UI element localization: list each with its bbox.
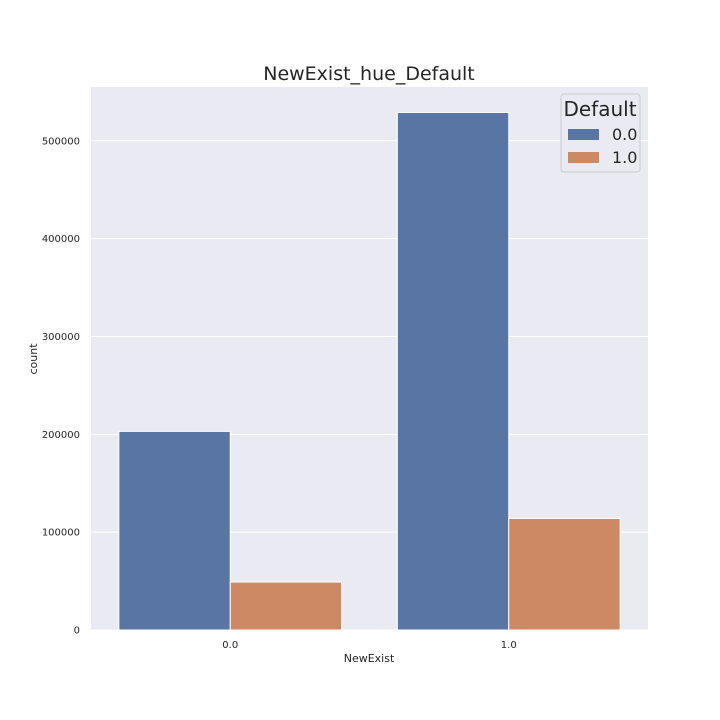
bar <box>229 581 343 631</box>
y-tick-label: 200000 <box>42 430 80 441</box>
y-tick-label: 100000 <box>42 528 80 539</box>
bar <box>396 111 510 631</box>
legend-title: Default <box>563 97 636 121</box>
chart-title: NewExist_hue_Default <box>263 63 475 85</box>
legend-swatch <box>568 129 599 140</box>
y-tick-label: 400000 <box>42 234 80 245</box>
legend-label: 0.0 <box>612 125 637 144</box>
y-axis-ticks: 0 100000 200000 300000 400000 500000 <box>42 136 80 636</box>
legend: Default 0.0 1.0 <box>560 93 641 173</box>
y-tick-label: 500000 <box>42 136 80 147</box>
y-tick-label: 0 <box>74 626 80 637</box>
bar <box>118 430 231 631</box>
y-axis-label: count <box>27 343 40 375</box>
legend-swatch <box>568 152 599 163</box>
y-tick-label: 300000 <box>42 332 80 343</box>
legend-label: 1.0 <box>612 148 637 167</box>
bars <box>118 111 621 631</box>
x-tick-label: 1.0 <box>501 640 517 651</box>
x-axis-label: NewExist <box>344 652 395 665</box>
x-tick-label: 0.0 <box>222 640 238 651</box>
bar <box>508 517 621 631</box>
x-axis-ticks: 0.0 1.0 <box>222 640 516 651</box>
